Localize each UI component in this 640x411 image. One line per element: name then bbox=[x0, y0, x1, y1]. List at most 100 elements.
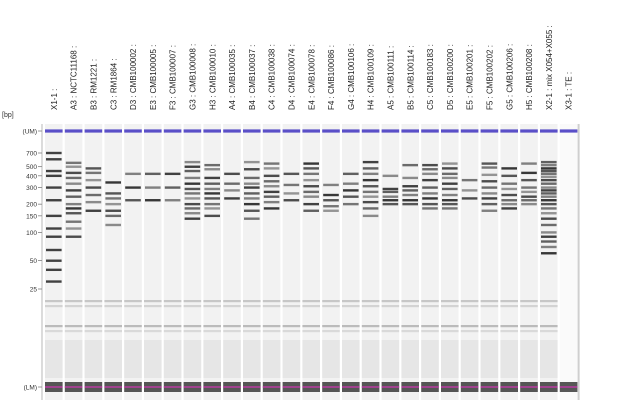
dna-band bbox=[125, 199, 141, 202]
lane-background bbox=[460, 124, 479, 400]
lane-label: E3 : CMB100005 : bbox=[149, 45, 158, 110]
upper-marker-band bbox=[282, 129, 301, 133]
smear-band bbox=[223, 300, 241, 303]
gel-lane bbox=[104, 124, 122, 400]
dna-band bbox=[46, 227, 62, 230]
dna-band bbox=[422, 163, 438, 167]
lane-smear bbox=[342, 340, 360, 378]
axis-tick-label: 700 bbox=[26, 151, 37, 158]
smear-band bbox=[183, 330, 202, 333]
lane-background bbox=[124, 124, 142, 400]
dna-band bbox=[362, 200, 379, 204]
lane-label: G5 : CMB100206 : bbox=[505, 44, 514, 110]
lower-marker-line bbox=[163, 386, 182, 388]
dna-band bbox=[105, 192, 121, 195]
gel-lane bbox=[381, 124, 400, 400]
dna-band bbox=[382, 174, 399, 178]
gel-lane bbox=[342, 124, 360, 400]
dna-band bbox=[283, 172, 300, 176]
lane-label: B5 : CMB100114 : bbox=[406, 45, 415, 110]
lane-smear bbox=[500, 340, 518, 378]
dna-band bbox=[303, 190, 319, 194]
lower-marker-line bbox=[480, 386, 499, 388]
smear-band bbox=[84, 305, 103, 308]
smear-band bbox=[540, 305, 558, 308]
lower-marker-line bbox=[223, 386, 241, 388]
dna-band bbox=[541, 175, 557, 179]
smear-band bbox=[342, 300, 360, 303]
upper-marker-band bbox=[421, 129, 439, 133]
gel-lane bbox=[84, 124, 103, 400]
smear-band bbox=[302, 330, 320, 333]
gel-lane bbox=[64, 124, 83, 400]
dna-band bbox=[362, 207, 379, 210]
lower-marker-line bbox=[84, 386, 103, 388]
dna-band bbox=[481, 202, 498, 206]
lane-smear bbox=[124, 340, 142, 378]
dna-band bbox=[65, 207, 82, 210]
dna-band bbox=[362, 214, 379, 218]
lane-background bbox=[559, 124, 578, 400]
dna-band bbox=[224, 197, 240, 200]
dna-band bbox=[541, 186, 557, 189]
dna-band bbox=[164, 199, 181, 202]
upper-marker-band bbox=[203, 129, 221, 133]
lane-background bbox=[144, 124, 162, 400]
smear-band bbox=[64, 330, 83, 333]
gel-lane bbox=[144, 124, 162, 400]
lower-marker-line bbox=[262, 386, 281, 388]
dna-band bbox=[343, 189, 359, 192]
smear-band bbox=[223, 305, 241, 308]
dna-band bbox=[184, 192, 201, 195]
dna-band bbox=[442, 193, 458, 197]
smear-band bbox=[144, 325, 162, 328]
smear-band bbox=[64, 325, 83, 328]
dna-band bbox=[85, 178, 102, 182]
upper-marker-band bbox=[342, 129, 360, 133]
axis-unit-label: [bp] bbox=[2, 112, 14, 119]
dna-band bbox=[303, 195, 319, 198]
dna-band bbox=[442, 172, 458, 176]
smear-band bbox=[302, 325, 320, 328]
lane-label: H3 : CMB100010 : bbox=[208, 44, 217, 110]
upper-marker-band bbox=[262, 129, 281, 133]
dna-band bbox=[244, 202, 260, 206]
dna-band bbox=[46, 268, 62, 272]
dna-band bbox=[422, 168, 438, 171]
upper-marker-band bbox=[361, 129, 380, 133]
smear-band bbox=[322, 330, 340, 333]
dna-band bbox=[244, 182, 260, 185]
dna-band bbox=[442, 187, 458, 191]
gel-lane bbox=[361, 124, 380, 400]
dna-band bbox=[283, 199, 300, 202]
upper-marker-band bbox=[45, 129, 63, 133]
dna-band bbox=[422, 186, 438, 189]
dna-band bbox=[382, 195, 399, 198]
smear-band bbox=[500, 305, 518, 308]
lower-marker-line bbox=[441, 386, 459, 388]
dna-band bbox=[323, 209, 339, 212]
dna-band bbox=[283, 183, 300, 187]
lower-marker-line bbox=[144, 386, 162, 388]
dna-band bbox=[224, 182, 240, 185]
smear-band bbox=[361, 325, 380, 328]
lane-smear bbox=[322, 340, 340, 378]
smear-band bbox=[302, 305, 320, 308]
dna-band bbox=[541, 178, 557, 182]
lane-background bbox=[163, 124, 182, 400]
dna-band bbox=[362, 190, 379, 194]
dna-band bbox=[323, 183, 339, 187]
gel-lane bbox=[223, 124, 241, 400]
dna-band bbox=[481, 197, 498, 200]
smear-band bbox=[520, 300, 538, 303]
smear-band bbox=[500, 325, 518, 328]
gel-lane bbox=[124, 124, 142, 400]
dna-band bbox=[184, 207, 201, 210]
smear-band bbox=[282, 300, 301, 303]
dna-band bbox=[541, 195, 557, 198]
dna-band bbox=[184, 212, 201, 215]
smear-band bbox=[480, 300, 499, 303]
smear-band bbox=[421, 330, 439, 333]
lower-marker-line bbox=[401, 386, 419, 388]
lower-marker-line bbox=[342, 386, 360, 388]
